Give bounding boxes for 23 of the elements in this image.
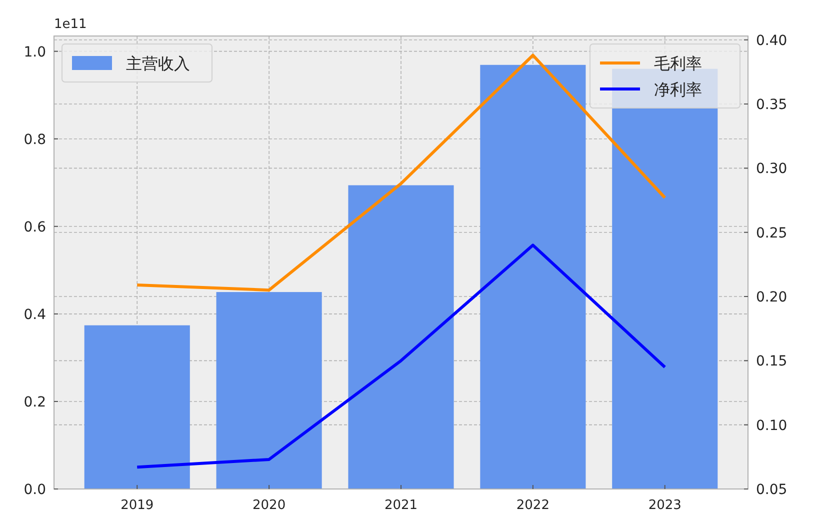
y2-tick-label: 0.15	[756, 354, 788, 370]
y2-tick-label: 0.35	[756, 97, 788, 114]
y2-tick-label: 0.25	[756, 225, 788, 242]
y-tick-label: 0.2	[24, 394, 46, 410]
text: 1e11	[54, 17, 87, 32]
y-tick-label: 0.6	[24, 219, 46, 236]
y-tick-label: 0.0	[24, 482, 46, 498]
x-tick-label: 2022	[516, 498, 550, 513]
x-tick-label: 2019	[120, 498, 154, 513]
y-tick-label: 0.4	[24, 306, 46, 323]
y-tick-label: 1.0	[24, 44, 46, 60]
legend-label: 毛利率	[654, 54, 702, 73]
legend-label: 主营收入	[126, 54, 190, 73]
y-tick-label: 0.8	[24, 132, 46, 148]
legend-label: 净利率	[654, 80, 702, 99]
x-tick-label: 2021	[384, 498, 418, 513]
y2-tick-label: 0.05	[756, 482, 788, 498]
y2-tick-label: 0.20	[756, 290, 788, 306]
y2-tick-label: 0.40	[756, 32, 788, 49]
y2-tick-label: 0.30	[756, 161, 788, 178]
x-tick-label: 2023	[648, 498, 682, 513]
x-tick-label: 2020	[252, 498, 286, 513]
y2-tick-label: 0.10	[756, 418, 788, 434]
